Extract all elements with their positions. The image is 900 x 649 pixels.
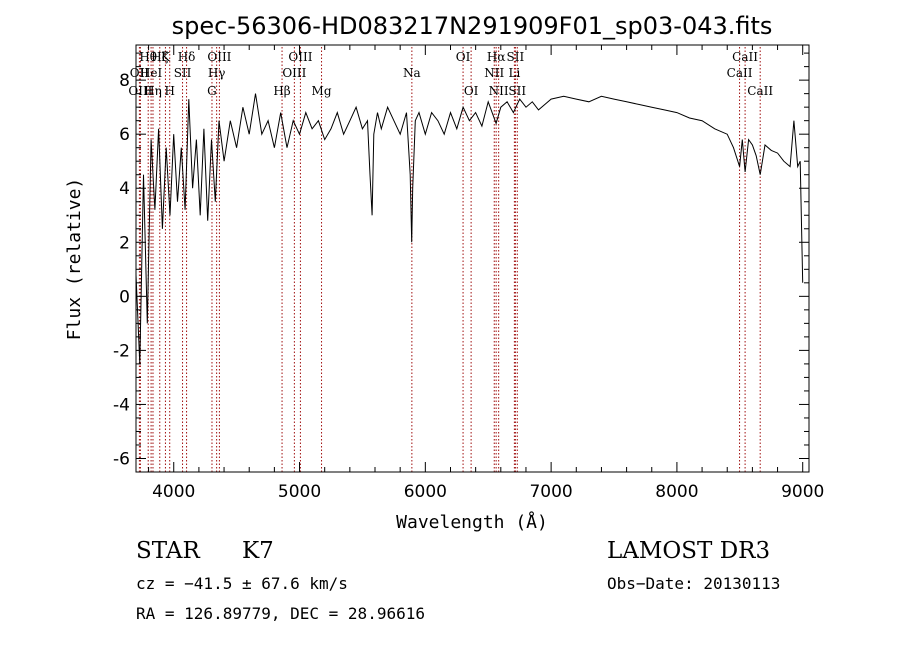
spectral-line-label: CaII (732, 50, 758, 64)
spectral-line-label: Hβ (273, 84, 290, 98)
spectral-line-label: HeI (140, 66, 163, 80)
spectral-line-label: Hη (144, 84, 162, 98)
coordinates: RA = 126.89779, DEC = 28.96616 (136, 604, 425, 623)
x-axis-label: Wavelength (Å) (396, 511, 548, 533)
spectral-line-label: SII (507, 50, 525, 64)
spectral-line-label: Na (403, 66, 421, 80)
spectral-line-label: OI (456, 50, 471, 64)
x-tick-label: 6000 (404, 482, 447, 502)
x-tick-label: 8000 (655, 482, 698, 502)
spectrum-series-line (135, 93, 804, 364)
spectral-subclass: K7 (242, 538, 274, 564)
spectral-line-label: Li (508, 66, 520, 80)
chart-title: spec-56306-HD083217N291909F01_sp03-043.f… (172, 12, 773, 40)
y-tick-label: 2 (119, 233, 130, 253)
spectral-line-label: Hδ (178, 50, 196, 64)
spectral-line-label: Hγ (208, 66, 226, 80)
spectral-line-label: NII (484, 66, 504, 80)
y-tick-label: 6 (119, 125, 130, 145)
spectral-line-label: OIII (207, 50, 231, 64)
axis-ticks: 4000 5000 6000 7000 8000 9000 -6 -4 -2 0 2 4 6 8 (113, 45, 824, 502)
x-tick-label: 7000 (529, 482, 572, 502)
spectral-line-label: OIII (282, 66, 306, 80)
spectral-line-label: Hα (487, 50, 506, 64)
spectral-line-label: Mg (312, 84, 332, 98)
y-tick-label: 0 (119, 287, 130, 307)
redshift-velocity: cz = −41.5 ± 67.6 km/s (136, 574, 348, 593)
spectral-line-label: CaII (727, 66, 753, 80)
y-tick-label: -4 (113, 395, 130, 415)
x-tick-label: 9000 (781, 482, 824, 502)
x-tick-label: 5000 (278, 482, 321, 502)
spectral-line-label: CaII (747, 84, 773, 98)
spectral-line-markers (138, 47, 761, 472)
y-tick-label: -6 (113, 449, 130, 469)
spectral-line-label: G (207, 84, 217, 98)
spectral-line-label: OIII (288, 50, 312, 64)
spectral-line-label: SII (174, 66, 192, 80)
spectral-line-label: K (161, 50, 171, 64)
y-tick-label: 4 (119, 179, 130, 199)
spectral-line-label: OI (464, 84, 479, 98)
survey-name: LAMOST DR3 (607, 538, 771, 564)
y-tick-label: 8 (119, 71, 130, 91)
y-axis-label: Flux (relative) (64, 178, 85, 341)
spectral-line-label: NII (489, 84, 509, 98)
observation-date: Obs−Date: 20130113 (607, 574, 781, 593)
spectral-line-label: SII (508, 84, 526, 98)
spectral-line-label: Hθ (139, 50, 157, 64)
spectral-line-label: OII (130, 66, 150, 80)
spectral-line-label: OIII (128, 84, 152, 98)
object-class: STAR (136, 538, 200, 564)
spectral-line-label: Hζ (151, 50, 168, 64)
plot-frame (135, 44, 810, 473)
x-tick-label: 4000 (152, 482, 195, 502)
y-tick-label: -2 (113, 341, 130, 361)
spectral-line-label: H (164, 84, 174, 98)
